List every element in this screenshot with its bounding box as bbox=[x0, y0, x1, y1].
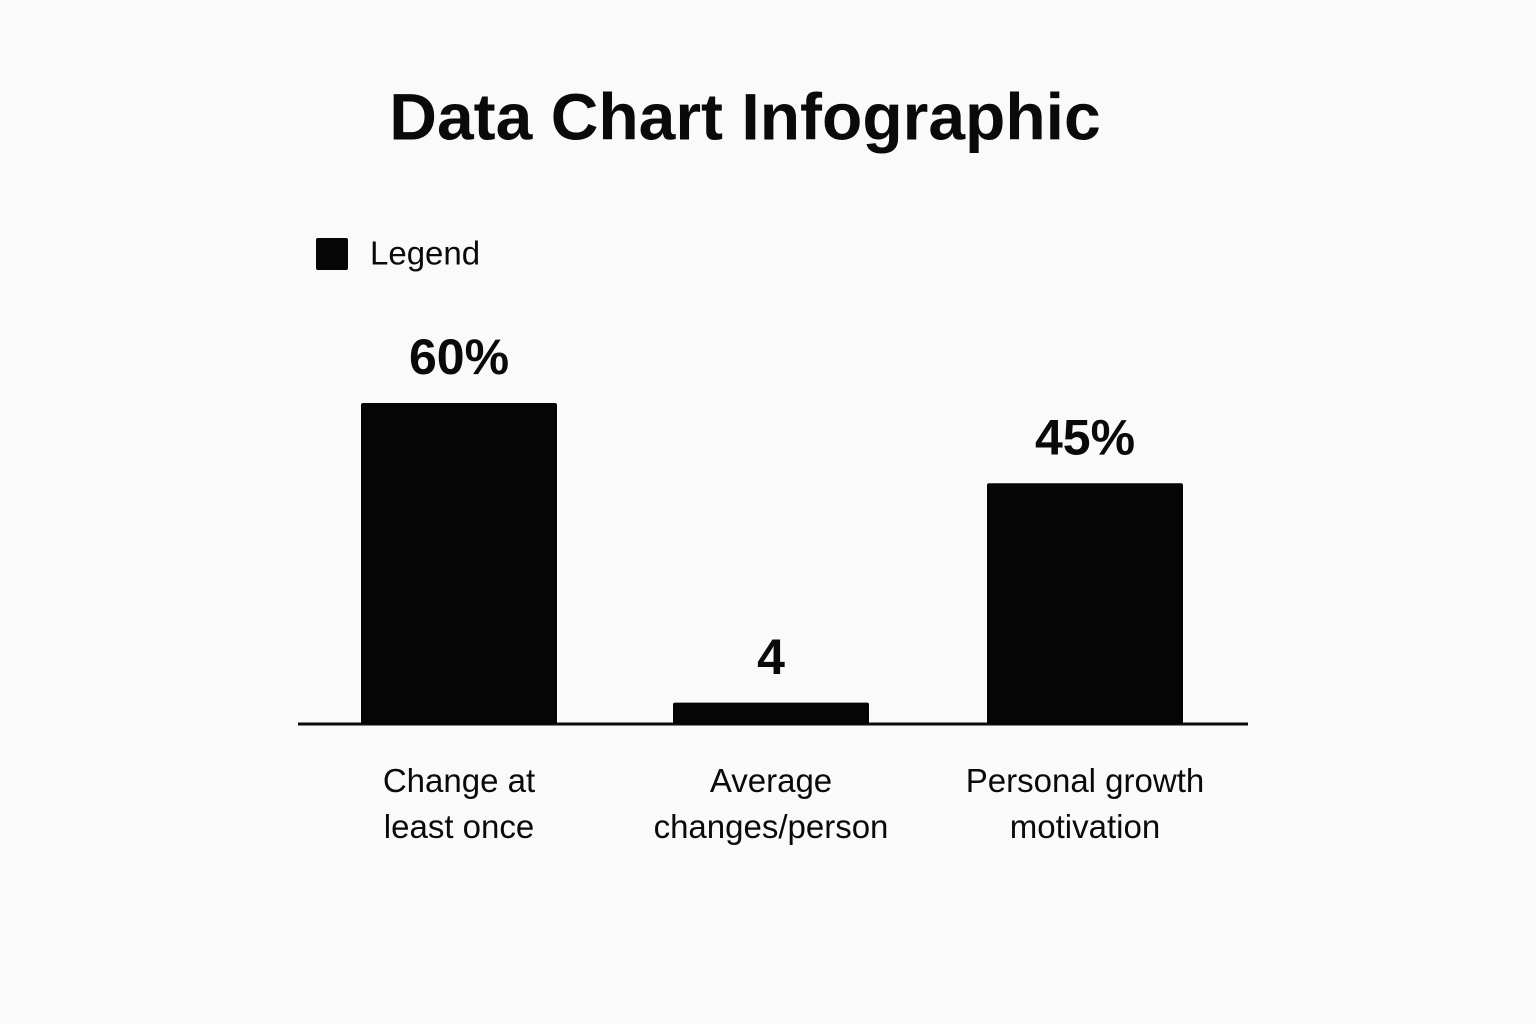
bar bbox=[361, 403, 557, 724]
value-label: 4 bbox=[757, 629, 785, 685]
legend-swatch bbox=[316, 238, 348, 270]
category-label: Change at least once bbox=[382, 762, 536, 845]
category-label: Average changes/person bbox=[653, 762, 889, 845]
value-label: 60% bbox=[409, 329, 509, 385]
bar bbox=[987, 483, 1183, 724]
value-label: 45% bbox=[1035, 409, 1135, 465]
category-label: Personal growth motivation bbox=[965, 762, 1205, 845]
chart-title: Data Chart Infographic bbox=[389, 79, 1100, 153]
legend-label: Legend bbox=[370, 235, 480, 272]
bar bbox=[673, 702, 869, 724]
